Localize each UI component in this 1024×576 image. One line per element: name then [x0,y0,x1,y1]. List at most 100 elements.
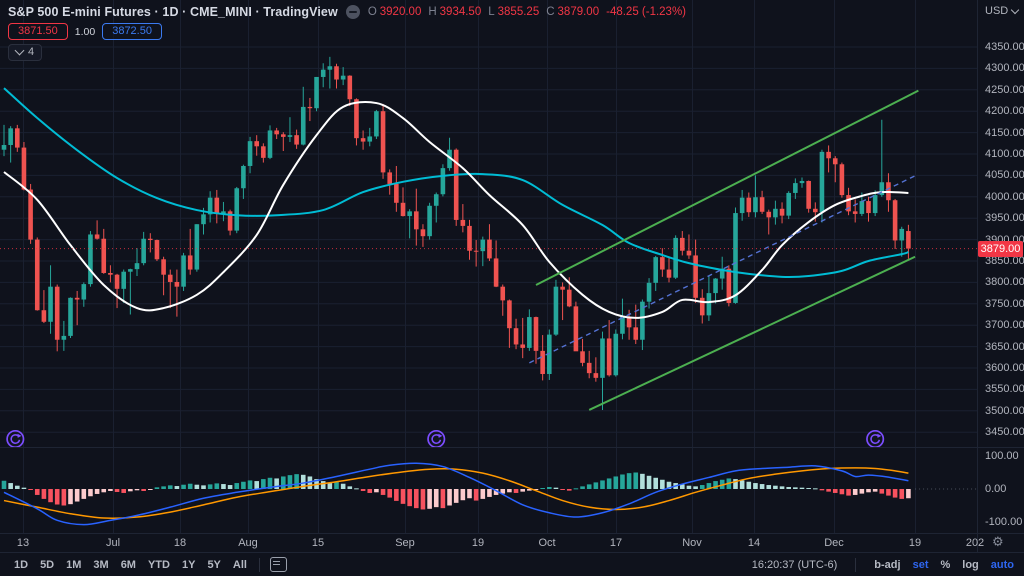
macd-hist-bar [859,489,865,494]
macd-hist-bar [94,489,100,494]
macd-hist-bar [194,484,200,489]
price-tick-label: 3550.00 [985,383,1024,396]
macd-hist-bar [852,489,858,495]
indicators-collapse-button[interactable]: 4 [8,44,43,61]
range-button-1y[interactable]: 1Y [181,558,196,571]
macd-hist-bar [806,488,811,490]
channel-line-upper[interactable] [535,89,919,286]
clock-time[interactable]: 16:20:37 (UTC-6) [751,558,838,571]
ask-price-badge[interactable]: 3872.50 [102,23,162,40]
contract-rollover-icon[interactable] [866,429,885,449]
range-button-5y[interactable]: 5Y [207,558,221,571]
macd-hist-bar [300,474,306,489]
price-tick-label: 4100.00 [985,148,1024,160]
symbol-title[interactable]: S&P 500 E-mini Futures · 1D · CME_MINI ·… [8,5,338,19]
macd-hist-bar [354,488,359,490]
macd-hist-bar [520,489,525,492]
toolbar-divider [855,557,857,572]
macd-hist-bar [580,486,585,489]
time-tick-label: 14 [747,537,761,549]
macd-hist-bar [766,485,772,489]
time-axis[interactable]: ⚙ 13 Jul 18 Aug 15 Sep 19 Oct 17 Nov 14 Dec 19 202 [0,534,1024,552]
macd-hist-bar [819,489,825,491]
date-range-icon[interactable] [269,557,287,572]
chevron-down-icon [14,45,25,56]
range-button-all[interactable]: All [232,558,247,571]
macd-hist-bar [174,486,180,489]
macd-hist-bar [872,489,878,492]
macd-signal-line [3,467,909,520]
minus-circle-icon[interactable] [345,5,360,19]
macd-hist-bar [108,489,113,491]
macd-hist-bar [447,489,452,506]
open-value: 3920.00 [379,6,422,18]
macd-hist-bar [207,484,213,489]
close-label: C [546,6,555,18]
chart-legend: S&P 500 E-mini Futures · 1D · CME_MINI ·… [8,5,686,19]
range-button-6m[interactable]: 6M [120,558,136,571]
time-tick-label: 17 [609,537,623,549]
close-value: 3879.00 [557,6,600,18]
collapsed-count: 4 [28,46,35,58]
back-adjust-toggle[interactable]: b-adj [874,558,901,571]
macd-hist-bar [906,489,911,499]
gear-icon[interactable]: ⚙ [992,535,1004,550]
range-button-1d[interactable]: 1D [14,558,29,571]
percent-scale-toggle[interactable]: % [940,558,951,571]
channel-line-lower[interactable] [588,255,916,411]
settlement-toggle[interactable]: set [912,558,929,571]
macd-hist-bar [547,487,552,489]
macd-hist-bar [507,489,512,493]
pane-separator[interactable] [0,447,1024,448]
low-value: 3855.25 [497,6,540,18]
range-button-1m[interactable]: 1M [66,558,82,571]
macd-hist-bar [360,489,366,491]
macd-hist-bar [826,489,831,492]
macd-hist-bar [660,479,665,489]
macd-hist-bar [320,481,326,489]
bid-price-badge[interactable]: 3871.50 [8,23,68,40]
macd-hist-bar [786,487,791,489]
auto-scale-toggle[interactable]: auto [990,558,1014,571]
macd-hist-bar [899,489,905,499]
currency-selector[interactable]: USD [985,5,1020,17]
macd-hist-bar [480,489,486,499]
macd-hist-bar [593,482,599,489]
timescale-separator [0,533,1024,534]
macd-hist-bar [307,476,313,489]
contract-rollover-icon[interactable] [427,429,446,449]
macd-hist-bar [540,488,545,490]
log-scale-toggle[interactable]: log [962,558,979,571]
range-button-3m[interactable]: 3M [93,558,109,571]
macd-hist-bar [640,473,645,489]
price-axis[interactable]: USD 4350.00 4300.00 4250.00 4200.00 4150.00 4… [978,0,1024,552]
macd-hist-bar [367,489,373,493]
macd-hist-bar [739,480,745,489]
macd-hist-bar [746,481,752,489]
macd-hist-bar [340,483,346,489]
macd-hist-bar [407,489,412,507]
macd-hist-bar [573,488,579,490]
macd-hist-bar [832,489,838,493]
time-tick-label: 19 [471,537,485,549]
range-button-ytd[interactable]: YTD [147,558,170,571]
time-tick-label: 19 [908,537,922,549]
ohlc-values: O 3920.00 H 3934.50 L 3855.25 C 3879.00 … [368,6,686,18]
ma-line-teal [3,87,909,278]
macd-hist-bar [234,483,240,489]
range-button-5d[interactable]: 5D [40,558,55,571]
macd-hist-bar [8,483,13,489]
macd-hist-bar [753,483,758,489]
macd-hist-bar [21,487,27,489]
macd-hist-bar [54,489,60,505]
indicator-tick-label: 0.00 [985,483,1007,495]
bid-ask-row: 3871.50 1.00 3872.50 [8,23,162,40]
macd-hist-bar [74,489,80,502]
macd-hist-bar [566,489,572,491]
macd-hist-bar [34,489,40,495]
macd-hist-bar [879,489,885,494]
contract-rollover-icon[interactable] [6,429,25,449]
macd-hist-bar [553,487,559,489]
